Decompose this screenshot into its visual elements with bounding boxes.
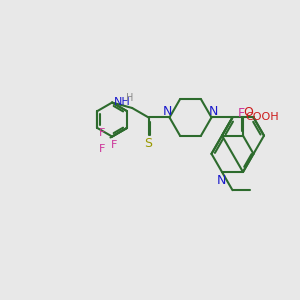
Text: N: N xyxy=(163,105,172,118)
Text: F: F xyxy=(99,145,106,154)
Text: O: O xyxy=(243,106,253,119)
Text: F: F xyxy=(111,140,118,151)
Text: COOH: COOH xyxy=(245,112,279,122)
Text: NH: NH xyxy=(114,97,130,107)
Text: N: N xyxy=(209,105,218,118)
Text: N: N xyxy=(216,173,226,187)
Text: H: H xyxy=(126,93,134,103)
Text: F: F xyxy=(238,107,245,120)
Text: S: S xyxy=(145,137,152,150)
Text: F: F xyxy=(99,128,106,139)
